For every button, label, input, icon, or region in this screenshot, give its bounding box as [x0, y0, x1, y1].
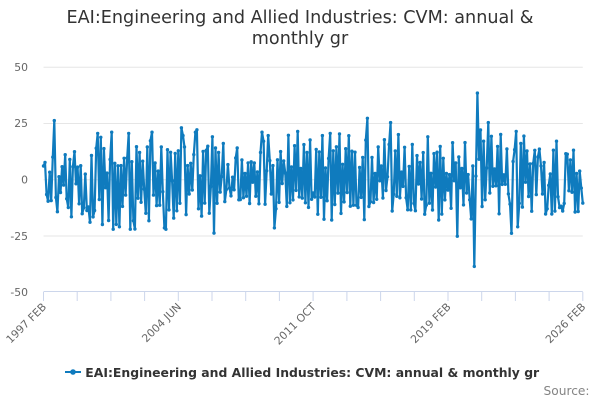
svg-text:EAI:Engineering and Allied Ind: EAI:Engineering and Allied Industries: C…: [85, 365, 540, 380]
svg-text:0: 0: [21, 174, 28, 187]
svg-text:-25: -25: [10, 230, 28, 243]
svg-text:monthly gr: monthly gr: [252, 29, 349, 49]
svg-text:Source:: Source:: [544, 384, 590, 398]
svg-text:EAI:Engineering and Allied Ind: EAI:Engineering and Allied Industries: C…: [67, 8, 534, 28]
svg-text:50: 50: [14, 61, 28, 74]
svg-text:-50: -50: [10, 286, 28, 299]
svg-text:25: 25: [14, 117, 28, 130]
